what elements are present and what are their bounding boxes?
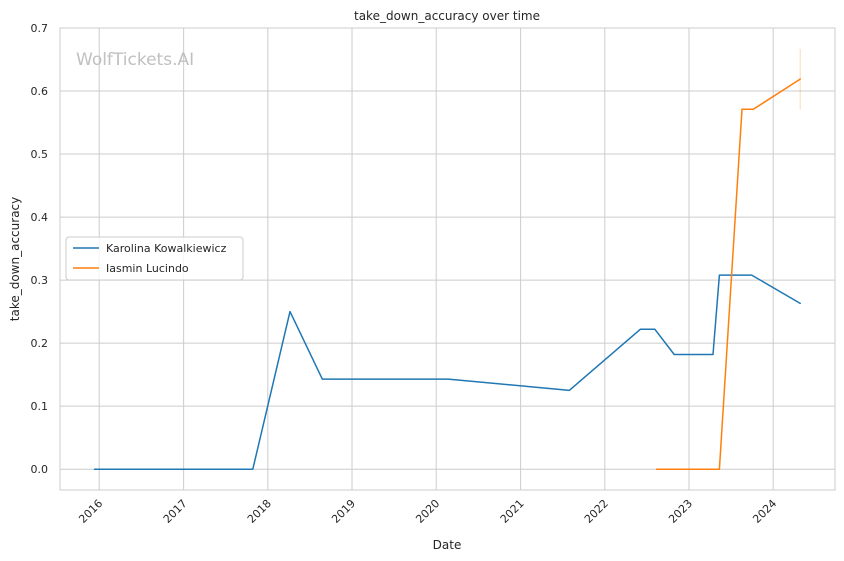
y-tick-label: 0.3 [31,274,49,287]
plot-area-frame [59,27,836,491]
series-line-iasmin-lucindo [655,78,801,470]
y-tick-label: 0.2 [31,337,49,350]
y-tick-label: 0.4 [31,211,49,224]
y-tick-label: 0.1 [31,400,49,413]
y-tick-label: 0.6 [31,85,49,98]
series-layer [93,48,801,470]
chart-title: take_down_accuracy over time [354,9,540,23]
y-axis-label: take_down_accuracy [8,197,22,321]
y-tick-label: 0.7 [31,22,49,35]
legend-box [65,236,244,281]
series-line-karolina-kowalkiewicz [93,274,801,470]
y-tick-label: 0.0 [31,463,49,476]
legend-label-karolina-kowalkiewicz: Karolina Kowalkiewicz [106,242,227,255]
x-axis-label: Date [433,538,462,552]
legend: Karolina Kowalkiewicz Iasmin Lucindo [65,236,244,281]
y-tick-label: 0.5 [31,148,49,161]
watermark: WolfTickets.AI [76,50,194,70]
y-axis-ticks: 0.0 0.1 0.2 0.3 0.4 0.5 0.6 0.7 [31,22,49,476]
legend-label-iasmin-lucindo: Iasmin Lucindo [106,262,189,275]
